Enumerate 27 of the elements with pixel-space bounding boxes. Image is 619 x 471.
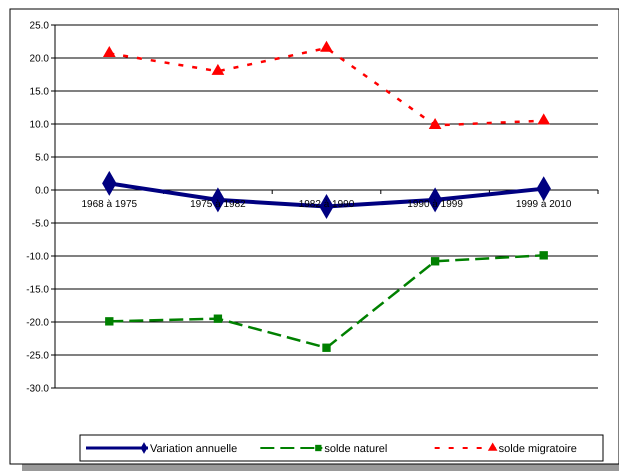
point: [214, 314, 222, 323]
legend-label: solde naturel: [324, 442, 388, 455]
legend-label: Variation annuelle: [150, 442, 238, 455]
y-tick-label: 25.0: [30, 20, 50, 32]
point: [537, 113, 550, 124]
x-tick-label: 1968 à 1975: [81, 199, 138, 210]
y-tick-label: -25.0: [26, 350, 50, 362]
y-tick-label: 5.0: [35, 152, 50, 164]
y-tick-label: 0.0: [35, 186, 50, 196]
y-tick-label: -10.0: [26, 252, 50, 262]
point: [322, 344, 331, 352]
y-tick-label: -30.0: [26, 384, 50, 394]
y-tick-label: 15.0: [30, 86, 50, 98]
legend-label: solde migratoire: [498, 442, 577, 455]
x-tick-label: 1999 à 2010: [516, 199, 572, 210]
y-tick-label: 10.0: [30, 120, 50, 130]
point: [212, 64, 224, 75]
y-tick-label: 20.0: [30, 54, 50, 64]
point: [428, 118, 442, 129]
point: [540, 251, 548, 260]
point: [102, 46, 116, 58]
point: [430, 257, 440, 266]
point: [105, 317, 114, 326]
point: [320, 40, 333, 52]
y-tick-label: -20.0: [26, 318, 50, 328]
y-tick-label: -5.0: [32, 218, 50, 230]
y-tick-label: -15.0: [26, 284, 50, 296]
